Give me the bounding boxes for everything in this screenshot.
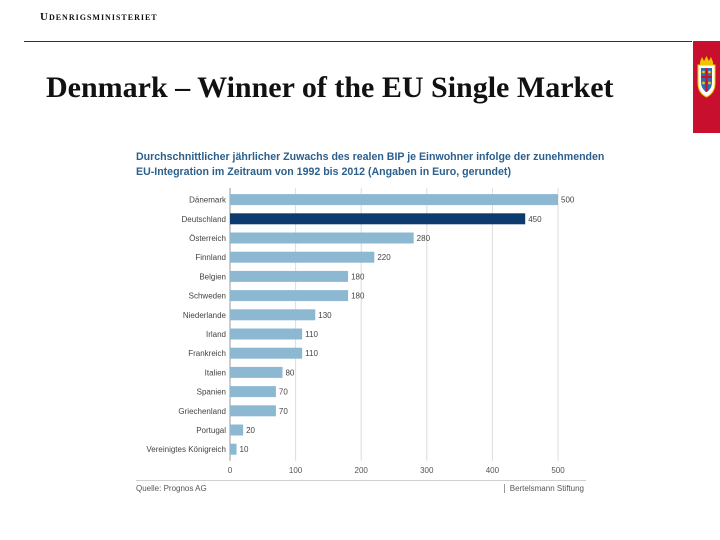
x-tick-label: 500 <box>551 466 565 475</box>
bar <box>230 443 237 455</box>
category-label: Irland <box>206 330 226 339</box>
crest-banner <box>693 41 720 133</box>
bar-value-label: 180 <box>351 292 365 301</box>
bar-value-label: 80 <box>285 368 294 377</box>
bar <box>230 290 349 302</box>
category-label: Dänemark <box>189 196 227 205</box>
category-label: Spanien <box>197 388 226 397</box>
chart-title-line-2: EU-Integration im Zeitraum von 1992 bis … <box>136 166 511 178</box>
category-label: Belgien <box>199 272 226 281</box>
source-note: Quelle: Prognos AG <box>136 484 207 493</box>
bar-value-label: 70 <box>279 407 288 416</box>
chart-title: Durchschnittlicher jährlicher Zuwachs de… <box>136 150 605 180</box>
category-label: Frankreich <box>188 349 226 358</box>
bar-value-label: 280 <box>417 234 431 243</box>
bar-value-label: 70 <box>279 388 288 397</box>
bar-value-label: 110 <box>305 349 318 358</box>
chart-title-line-1: Durchschnittlicher jährlicher Zuwachs de… <box>136 151 605 163</box>
ministry-name: Udenrigsministeriet <box>40 11 158 23</box>
category-label: Österreich <box>189 234 226 243</box>
bar-value-label: 10 <box>240 445 249 454</box>
bar <box>230 251 375 263</box>
category-label: Finnland <box>195 253 226 262</box>
bar <box>230 366 283 378</box>
slide-title: Denmark – Winner of the EU Single Market <box>46 71 614 104</box>
bar <box>230 232 414 244</box>
category-label: Deutschland <box>182 215 226 224</box>
category-label: Vereinigtes Königreich <box>146 445 226 454</box>
bar <box>230 194 558 206</box>
bar-value-label: 500 <box>561 196 575 205</box>
bar-chart-svg: 0 100 200 300 400 500 Dänemark 500 Deutschland 45… <box>146 188 575 475</box>
category-label: Italien <box>205 368 226 377</box>
category-label: Schweden <box>189 292 226 301</box>
bar <box>230 270 349 282</box>
x-tick-label: 0 <box>228 466 233 475</box>
bar-value-label: 220 <box>377 253 391 262</box>
bar <box>230 309 316 321</box>
bar-value-label: 450 <box>528 215 542 224</box>
gdp-chart: Durchschnittlicher jährlicher Zuwachs de… <box>136 146 605 496</box>
bar-value-label: 130 <box>318 311 332 320</box>
x-tick-label: 200 <box>355 466 369 475</box>
category-label: Niederlande <box>183 311 227 320</box>
bar <box>230 213 526 225</box>
bar <box>230 405 276 417</box>
bar <box>230 386 276 398</box>
header-divider <box>24 41 692 42</box>
category-label: Portugal <box>196 426 226 435</box>
bar <box>230 347 303 359</box>
category-label: Griechenland <box>178 407 226 416</box>
x-tick-label: 100 <box>289 466 303 475</box>
bar-value-label: 180 <box>351 272 365 281</box>
publisher-note: Bertelsmann Stiftung <box>503 484 584 493</box>
bar <box>230 424 244 436</box>
chart-footer: Quelle: Prognos AG Bertelsmann Stiftung <box>136 480 586 495</box>
bar-value-label: 110 <box>305 330 318 339</box>
x-tick-label: 400 <box>486 466 500 475</box>
coat-of-arms-icon <box>697 56 716 98</box>
bar <box>230 328 303 340</box>
x-tick-label: 300 <box>420 466 434 475</box>
bar-value-label: 20 <box>246 426 255 435</box>
